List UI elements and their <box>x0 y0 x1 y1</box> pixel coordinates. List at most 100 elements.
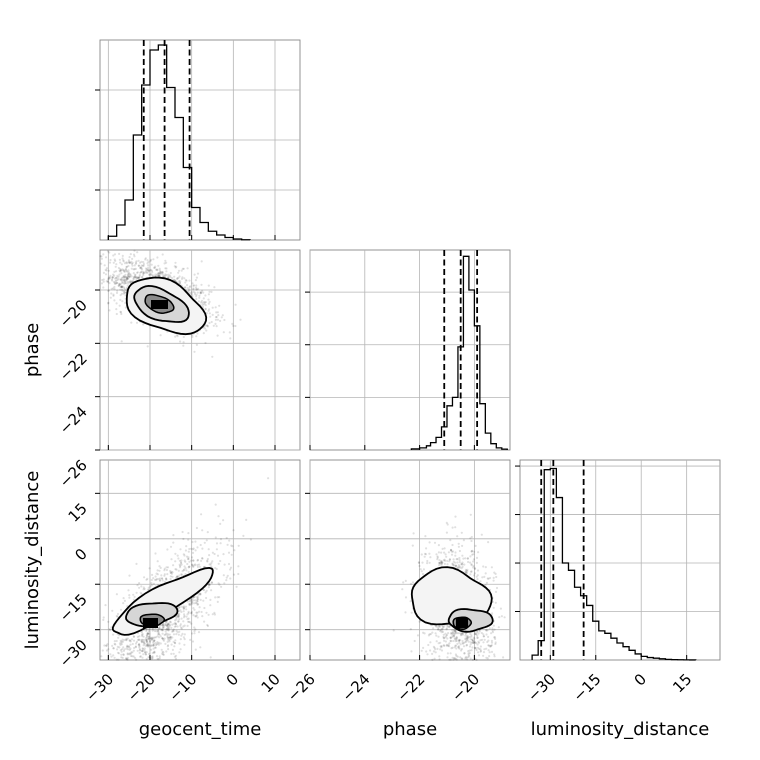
scatter-point <box>166 627 169 630</box>
scatter-point <box>182 607 185 611</box>
scatter-point <box>178 282 182 285</box>
scatter-point <box>164 274 167 277</box>
scatter-point <box>175 615 178 618</box>
scatter-point <box>134 273 137 276</box>
scatter-point <box>179 566 182 569</box>
scatter-point <box>473 572 476 575</box>
scatter-point <box>119 608 123 611</box>
scatter-point <box>180 573 183 576</box>
scatter-point <box>183 286 187 289</box>
scatter-point <box>210 581 213 584</box>
scatter-point <box>216 554 220 557</box>
scatter-point <box>229 566 233 569</box>
scatter-point <box>125 639 128 642</box>
scatter-point <box>168 637 171 640</box>
scatter-point <box>426 653 429 656</box>
scatter-point <box>132 277 135 280</box>
scatter-point <box>139 266 142 269</box>
scatter-point <box>206 531 209 534</box>
scatter-point <box>151 636 154 639</box>
scatter-point <box>449 658 452 661</box>
scatter-point <box>392 629 395 632</box>
scatter-point <box>452 633 456 636</box>
scatter-point <box>144 637 148 640</box>
scatter-point <box>439 648 442 651</box>
scatter-point <box>163 633 166 637</box>
scatter-point <box>132 278 135 281</box>
scatter-point <box>144 651 147 654</box>
scatter-point <box>120 285 124 289</box>
scatter-point <box>454 630 457 633</box>
scatter-point <box>112 647 115 650</box>
scatter-point <box>204 307 207 310</box>
scatter-point <box>196 596 200 599</box>
scatter-point <box>486 629 489 632</box>
scatter-point <box>213 613 216 616</box>
scatter-point <box>169 569 172 573</box>
scatter-point <box>178 280 181 283</box>
scatter-point <box>147 644 150 647</box>
scatter-point <box>120 653 123 656</box>
scatter-point <box>128 280 131 284</box>
scatter-point <box>155 268 158 271</box>
scatter-point <box>452 630 455 633</box>
scatter-point <box>193 293 197 296</box>
scatter-point <box>442 626 445 629</box>
scatter-point <box>157 631 160 634</box>
scatter-point <box>157 274 161 277</box>
scatter-point <box>422 568 425 571</box>
scatter-point <box>464 657 467 660</box>
scatter-point <box>452 635 455 638</box>
scatter-point <box>183 606 186 609</box>
scatter-point <box>169 276 172 279</box>
scatter-point <box>460 633 463 636</box>
scatter-point <box>471 638 474 642</box>
scatter-point <box>166 548 169 551</box>
scatter-point <box>167 648 170 651</box>
scatter-point <box>162 623 165 626</box>
scatter-point <box>168 640 171 643</box>
scatter-point <box>458 561 461 564</box>
scatter-point <box>112 647 115 650</box>
ytick-label-phase: −24 <box>56 403 91 438</box>
scatter-point <box>157 577 160 581</box>
scatter-point <box>420 570 423 573</box>
scatter-point <box>122 649 125 653</box>
scatter-point <box>207 293 210 296</box>
scatter-point <box>191 282 194 285</box>
scatter-point <box>147 630 151 633</box>
scatter-point <box>165 620 168 624</box>
scatter-point <box>201 289 204 292</box>
scatter-point <box>474 641 477 644</box>
scatter-point <box>152 641 155 644</box>
scatter-point <box>165 577 168 580</box>
scatter-point <box>111 276 114 279</box>
scatter-point <box>213 286 216 289</box>
scatter-point <box>158 657 161 660</box>
scatter-point <box>125 265 128 269</box>
scatter-point <box>147 637 150 640</box>
scatter-point <box>153 651 156 654</box>
scatter-point <box>429 556 432 559</box>
scatter-point <box>140 271 143 274</box>
scatter-point <box>202 291 205 294</box>
scatter-point <box>100 255 103 258</box>
scatter-point <box>476 643 479 646</box>
scatter-point <box>466 570 469 573</box>
scatter-point <box>123 262 127 265</box>
scatter-point <box>145 640 148 643</box>
scatter-point <box>122 269 125 272</box>
scatter-point <box>177 615 180 618</box>
scatter-point <box>119 282 122 285</box>
scatter-point <box>188 620 191 623</box>
scatter-point <box>129 261 132 265</box>
scatter-point <box>438 564 441 567</box>
scatter-point <box>182 344 185 347</box>
scatter-point <box>125 278 128 281</box>
scatter-point <box>466 557 469 560</box>
scatter-point <box>454 632 457 635</box>
scatter-point <box>437 628 440 631</box>
scatter-point <box>182 636 185 639</box>
scatter-point <box>452 564 455 567</box>
scatter-point <box>155 577 158 581</box>
